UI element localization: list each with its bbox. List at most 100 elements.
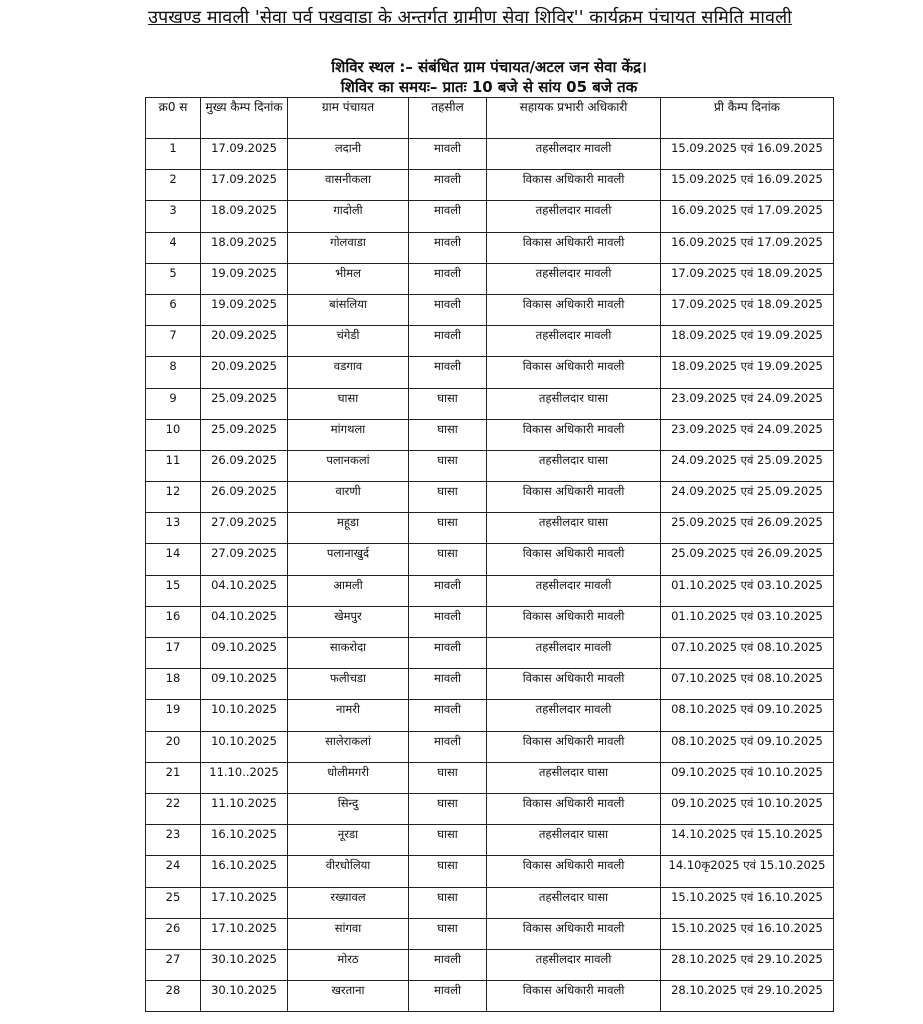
main-camp-date: 17.10.2025	[200, 917, 288, 950]
pre-camp-date: 15.09.2025 एवं 16.09.2025	[660, 137, 834, 171]
tehsil: मावली	[408, 200, 487, 233]
gram-panchayat: साकरोदा	[287, 636, 409, 670]
pre-camp-date: 17.09.2025 एवं 18.09.2025	[660, 262, 834, 295]
tehsil: मावली	[408, 356, 487, 389]
main-camp-date: 30.10.2025	[200, 980, 288, 1013]
column-header: सहायक प्रभारी अधिकारी	[486, 97, 661, 139]
tehsil: घासा	[408, 792, 487, 826]
officer: विकास अधिकारी मावली	[486, 668, 661, 701]
tehsil: मावली	[408, 231, 487, 264]
table-row: 4 18.09.2025 गोलवाडा मावली विकास अधिकारी माव…	[145, 231, 834, 264]
column-header: मुख्य कैम्प दिनांक	[200, 97, 288, 139]
schedule-table: क्र0 स मुख्य कैम्प दिनांक ग्राम पंचायत तहसी…	[145, 97, 834, 1013]
serial-number: 16	[145, 605, 201, 639]
serial-number: 17	[145, 636, 201, 670]
tehsil: घासा	[408, 917, 487, 950]
serial-number: 23	[145, 824, 201, 857]
table-row: 16 04.10.2025 खेमपुर मावली विकास अधिकारी माव…	[145, 605, 834, 639]
officer: विकास अधिकारी मावली	[486, 855, 661, 888]
subtitle: शिविर का समयः– प्रातः 10 बजे से सांय 05 …	[340, 78, 638, 96]
pre-camp-date: 09.10.2025 एवं 10.10.2025	[660, 792, 834, 826]
main-camp-date: 25.09.2025	[200, 387, 288, 420]
serial-number: 13	[145, 512, 201, 545]
table-row: 1 17.09.2025 लदानी मावली तहसीलदार मावली 15.09…	[145, 137, 834, 171]
gram-panchayat: वारणी	[287, 481, 409, 514]
title: उपखण्ड मावली 'सेवा पर्व पखवाडा के अन्तर्…	[148, 7, 792, 28]
main-camp-date: 11.10.2025	[200, 792, 288, 826]
tehsil: मावली	[408, 699, 487, 732]
tehsil: मावली	[408, 636, 487, 670]
subtitle: शिविर स्थल :– संबंधित ग्राम पंचायत/अटल ज…	[331, 58, 647, 76]
table-row: 10 25.09.2025 मांगथला घासा विकास अधिकारी माव…	[145, 418, 834, 451]
pre-camp-date: 14.10कृ2025 एवं 15.10.2025	[660, 855, 834, 888]
main-camp-date: 16.10.2025	[200, 855, 288, 888]
gram-panchayat: खेमपुर	[287, 605, 409, 639]
officer: विकास अधिकारी मावली	[486, 356, 661, 389]
officer: विकास अधिकारी मावली	[486, 980, 661, 1013]
officer: विकास अधिकारी मावली	[486, 543, 661, 576]
officer: विकास अधिकारी मावली	[486, 730, 661, 763]
tehsil: घासा	[408, 481, 487, 514]
tehsil: मावली	[408, 980, 487, 1013]
officer: तहसीलदार मावली	[486, 948, 661, 982]
gram-panchayat: पलानाखुर्द	[287, 543, 409, 576]
tehsil: घासा	[408, 824, 487, 857]
gram-panchayat: भीमल	[287, 262, 409, 295]
table-row: 23 16.10.2025 नूरडा घासा तहसीलदार घासा 14.10.…	[145, 824, 834, 857]
gram-panchayat: खरताना	[287, 980, 409, 1013]
serial-number: 14	[145, 543, 201, 576]
tehsil: मावली	[408, 293, 487, 327]
table-row: 12 26.09.2025 वारणी घासा विकास अधिकारी मावली…	[145, 481, 834, 514]
column-header: ग्राम पंचायत	[287, 97, 409, 139]
gram-panchayat: मांगथला	[287, 418, 409, 451]
pre-camp-date: 15.10.2025 एवं 16.10.2025	[660, 886, 834, 919]
gram-panchayat: मोरठ	[287, 948, 409, 982]
table-row: 28 30.10.2025 खरताना मावली विकास अधिकारी माव…	[145, 980, 834, 1013]
main-camp-date: 20.09.2025	[200, 325, 288, 358]
table-row: 26 17.10.2025 सांगवा घासा विकास अधिकारी मावल…	[145, 917, 834, 950]
table-row: 7 20.09.2025 चंगेडी मावली तहसीलदार मावली 18.0…	[145, 325, 834, 358]
pre-camp-date: 17.09.2025 एवं 18.09.2025	[660, 293, 834, 327]
serial-number: 2	[145, 169, 201, 202]
pre-camp-date: 28.10.2025 एवं 29.10.2025	[660, 980, 834, 1013]
serial-number: 4	[145, 231, 201, 264]
officer: तहसीलदार घासा	[486, 761, 661, 794]
serial-number: 28	[145, 980, 201, 1013]
gram-panchayat: नूरडा	[287, 824, 409, 857]
serial-number: 6	[145, 293, 201, 327]
pre-camp-date: 23.09.2025 एवं 24.09.2025	[660, 418, 834, 451]
officer: तहसीलदार घासा	[486, 449, 661, 483]
officer: विकास अधिकारी मावली	[486, 293, 661, 327]
pre-camp-date: 01.10.2025 एवं 03.10.2025	[660, 605, 834, 639]
gram-panchayat: सालेराकलां	[287, 730, 409, 763]
officer: तहसीलदार घासा	[486, 512, 661, 545]
table-row: 22 11.10.2025 सिन्दु घासा विकास अधिकारी मावल…	[145, 792, 834, 826]
table-row: 25 17.10.2025 रख्यावल घासा तहसीलदार घासा 15.1…	[145, 886, 834, 919]
gram-panchayat: रख्यावल	[287, 886, 409, 919]
gram-panchayat: आमली	[287, 574, 409, 607]
serial-number: 22	[145, 792, 201, 826]
main-camp-date: 16.10.2025	[200, 824, 288, 857]
table-row: 5 19.09.2025 भीमल मावली तहसीलदार मावली 17.09.…	[145, 262, 834, 295]
officer: तहसीलदार घासा	[486, 387, 661, 420]
table-row: 21 11.10..2025 धोलीमगरी घासा तहसीलदार घासा 09…	[145, 761, 834, 794]
pre-camp-date: 08.10.2025 एवं 09.10.2025	[660, 699, 834, 732]
table-row: 11 26.09.2025 पलानकलां घासा तहसीलदार घासा 24.…	[145, 449, 834, 483]
pre-camp-date: 18.09.2025 एवं 19.09.2025	[660, 325, 834, 358]
table-row: 9 25.09.2025 घासा घासा तहसीलदार घासा 23.09.20…	[145, 387, 834, 420]
table-row: 18 09.10.2025 फलीचडा मावली विकास अधिकारी माव…	[145, 668, 834, 701]
gram-panchayat: बांसलिया	[287, 293, 409, 327]
tehsil: घासा	[408, 387, 487, 420]
table-row: 14 27.09.2025 पलानाखुर्द घासा विकास अधिकारी …	[145, 543, 834, 576]
gram-panchayat: वडगाव	[287, 356, 409, 389]
officer: तहसीलदार मावली	[486, 200, 661, 233]
pre-camp-date: 16.09.2025 एवं 17.09.2025	[660, 231, 834, 264]
tehsil: घासा	[408, 512, 487, 545]
gram-panchayat: लदानी	[287, 137, 409, 171]
officer: विकास अधिकारी मावली	[486, 917, 661, 950]
pre-camp-date: 16.09.2025 एवं 17.09.2025	[660, 200, 834, 233]
officer: तहसीलदार मावली	[486, 574, 661, 607]
main-camp-date: 18.09.2025	[200, 200, 288, 233]
pre-camp-date: 09.10.2025 एवं 10.10.2025	[660, 761, 834, 794]
